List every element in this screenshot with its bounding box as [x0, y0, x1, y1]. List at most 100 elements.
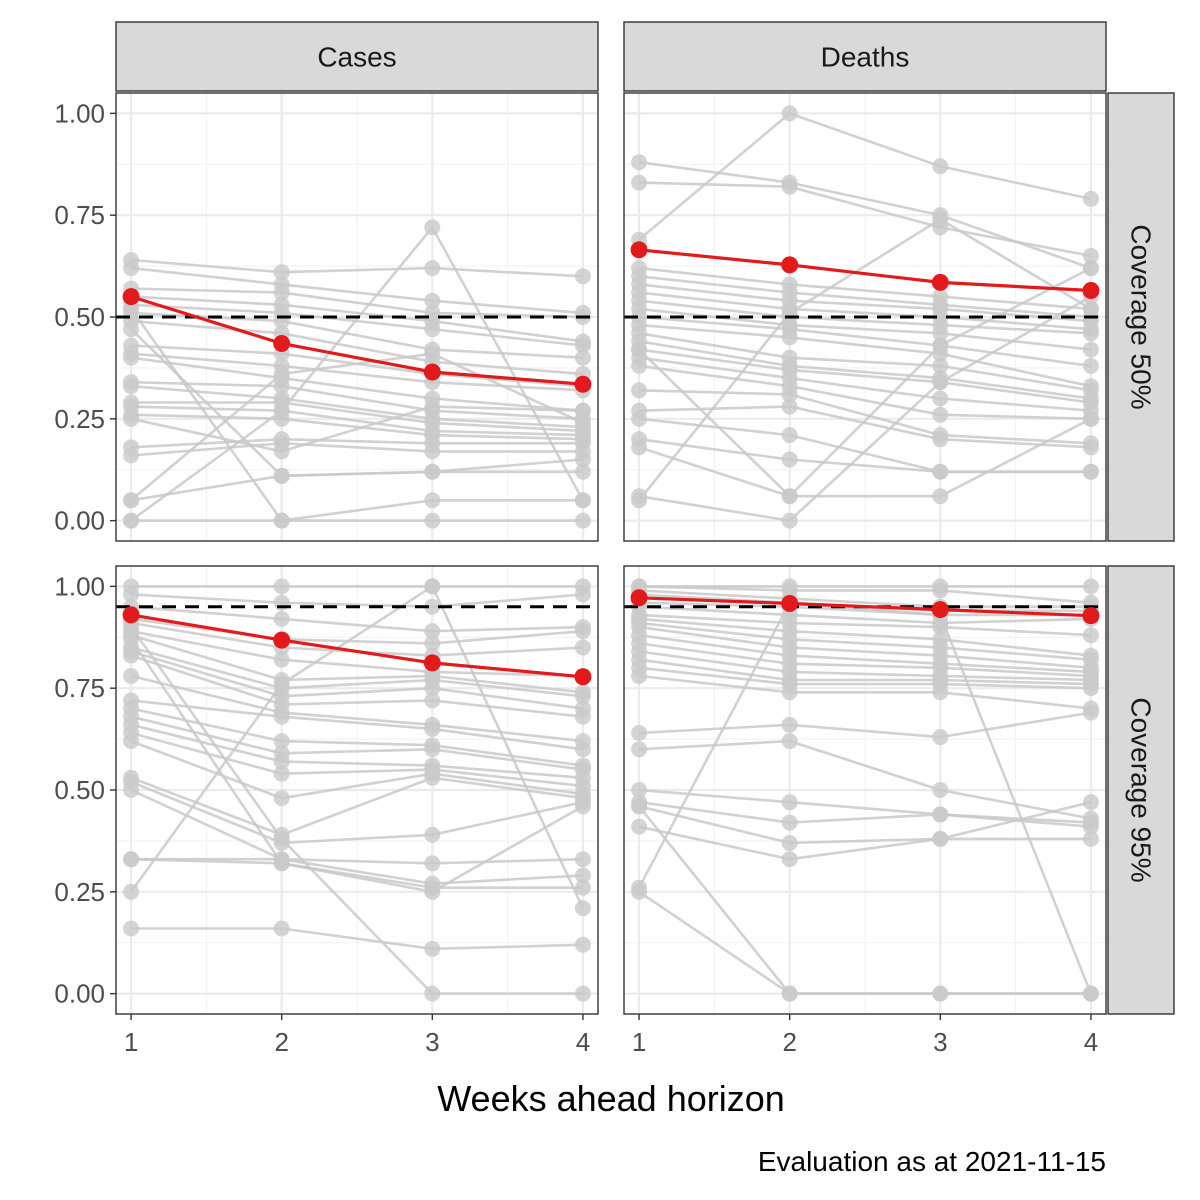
y-axis-coverage-95: 0.00 0.25 0.50 0.75 1.00: [54, 571, 116, 1009]
x-tick-label: 3: [425, 1027, 439, 1057]
model-point: [781, 105, 798, 122]
model-line: [638, 356, 1092, 412]
model-line: [639, 605, 1091, 625]
model-point: [631, 667, 648, 684]
x-tick-label: 1: [124, 1027, 138, 1057]
model-line: [130, 788, 583, 865]
model-point: [123, 782, 140, 798]
model-line: [639, 711, 1092, 739]
model-point: [1082, 818, 1099, 835]
model-point: [424, 443, 441, 460]
model-line: [130, 638, 584, 894]
model-point: [574, 985, 591, 1002]
model-point: [932, 582, 949, 599]
x-axis-title: Weeks ahead horizon: [437, 1078, 785, 1119]
strip-cases: Cases: [115, 21, 599, 92]
model-point: [424, 635, 441, 652]
model-point: [123, 667, 140, 684]
model-point: [273, 733, 290, 750]
model-point: [781, 451, 798, 468]
model-point: [424, 883, 441, 900]
model-point: [123, 410, 140, 427]
model-line: [130, 699, 584, 751]
model-line: [130, 356, 584, 412]
strip-label-cases: Cases: [317, 42, 396, 73]
model-point: [1082, 260, 1099, 277]
model-point: [781, 427, 798, 444]
model-point: [424, 855, 441, 872]
x-tick-label: 4: [1084, 1027, 1098, 1057]
model-point: [1082, 463, 1099, 480]
model-line: [638, 788, 1091, 824]
model-line: [130, 605, 583, 633]
model-line: [131, 593, 584, 609]
panels-layer: [115, 92, 1107, 1015]
model-line: [639, 613, 1091, 637]
model-point: [273, 264, 290, 281]
model-point: [781, 716, 798, 733]
model-line: [638, 621, 1092, 661]
model-point: [781, 304, 798, 321]
model-line: [130, 441, 583, 457]
model-point: [932, 374, 949, 391]
model-line: [638, 307, 1092, 351]
panel-deaths-coverage-50: [623, 92, 1107, 542]
model-point: [781, 386, 798, 403]
model-point: [273, 855, 290, 872]
model-point: [574, 879, 591, 896]
ensemble-point: [122, 606, 140, 624]
model-point: [932, 619, 949, 636]
model-line: [638, 340, 1092, 400]
ensemble-point: [273, 631, 291, 649]
model-line: [130, 352, 584, 502]
model-point: [1082, 325, 1099, 342]
model-point: [932, 211, 949, 228]
model-point: [1082, 704, 1099, 721]
model-point: [1082, 794, 1099, 811]
model-point: [574, 337, 591, 354]
model-line: [130, 584, 585, 909]
model-line: [638, 617, 1092, 657]
model-line: [131, 437, 583, 449]
model-point: [123, 300, 140, 317]
ensemble-point: [630, 589, 648, 607]
model-line: [639, 585, 1092, 604]
model-point: [781, 488, 798, 505]
y-tick-label: 0.75: [54, 200, 105, 230]
ensemble-point: [574, 668, 592, 686]
y-tick-label: 0.25: [54, 404, 105, 434]
panel-deaths-coverage-95: [623, 565, 1107, 1015]
ensemble-point: [574, 375, 592, 393]
model-point: [424, 512, 441, 529]
model-point: [574, 463, 591, 480]
model-line: [130, 629, 583, 678]
model-point: [1082, 247, 1099, 264]
strip-background: [623, 21, 1107, 92]
model-line: [638, 111, 1092, 241]
model-point: [574, 414, 591, 431]
model-point: [574, 402, 591, 419]
model-point: [574, 741, 591, 758]
model-point: [273, 920, 290, 937]
model-point: [574, 936, 591, 953]
model-line: [131, 295, 584, 343]
model-point: [273, 651, 290, 668]
model-line: [638, 348, 1092, 404]
model-point: [424, 826, 441, 843]
model-point: [631, 782, 648, 798]
x-tick-label: 2: [274, 1027, 288, 1057]
model-point: [574, 639, 591, 656]
ensemble-point: [781, 256, 799, 274]
model-point: [424, 598, 441, 615]
model-point: [273, 765, 290, 782]
model-point: [781, 178, 798, 195]
model-line: [638, 283, 1092, 323]
model-point: [123, 883, 140, 900]
model-line: [130, 405, 583, 453]
model-line: [639, 601, 1091, 617]
model-point: [932, 390, 949, 407]
model-point: [424, 292, 441, 309]
strip-coverage-50: Coverage 50%: [1107, 92, 1175, 542]
model-point: [1082, 830, 1099, 847]
